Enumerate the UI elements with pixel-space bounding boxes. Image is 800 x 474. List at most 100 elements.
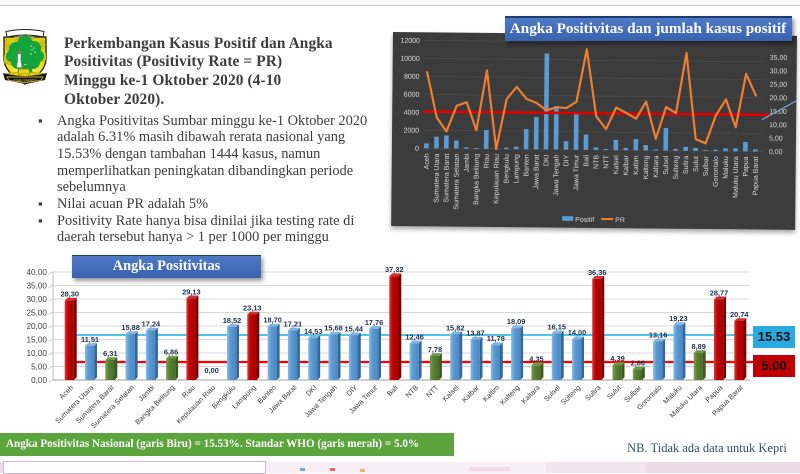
svg-text:Sumatera Barat: Sumatera Barat: [443, 153, 450, 202]
svg-text:Jawa Timur: Jawa Timur: [573, 154, 580, 191]
svg-text:Riau: Riau: [484, 153, 491, 168]
svg-text:12000: 12000: [400, 37, 420, 44]
svg-text:16,15: 16,15: [547, 322, 566, 331]
svg-text:5,00: 5,00: [769, 135, 783, 142]
svg-text:10,00: 10,00: [27, 349, 48, 358]
svg-text:28,77: 28,77: [710, 288, 729, 297]
svg-text:Positif: Positif: [575, 216, 594, 223]
svg-text:14,00: 14,00: [568, 328, 587, 337]
svg-text:19,23: 19,23: [669, 314, 688, 323]
svg-text:Aceh: Aceh: [424, 153, 431, 169]
svg-text:25,00: 25,00: [27, 308, 48, 317]
svg-text:29,13: 29,13: [182, 287, 201, 296]
svg-text:Papua Barat: Papua Barat: [753, 156, 760, 195]
svg-text:17,76: 17,76: [365, 318, 384, 327]
svg-text:Sumatera Selatan: Sumatera Selatan: [453, 153, 461, 209]
svg-text:0,00: 0,00: [769, 149, 783, 156]
svg-text:Jambi: Jambi: [464, 153, 471, 172]
svg-text:5,00: 5,00: [31, 362, 47, 371]
svg-text:25,00: 25,00: [769, 81, 787, 88]
svg-text:18,70: 18,70: [263, 316, 282, 325]
svg-text:30,00: 30,00: [27, 295, 48, 304]
svg-text:Sultra: Sultra: [583, 383, 603, 403]
svg-text:Jawa Tengah: Jawa Tengah: [553, 154, 560, 195]
svg-text:17,24: 17,24: [142, 320, 161, 329]
svg-text:2,86: 2,86: [631, 358, 645, 367]
svg-text:Kalteng: Kalteng: [643, 155, 650, 179]
svg-text:Kaltara: Kaltara: [519, 383, 541, 405]
svg-text:13,87: 13,87: [466, 329, 485, 338]
svg-text:NTT: NTT: [603, 154, 610, 168]
svg-text:Kaltara: Kaltara: [653, 155, 660, 177]
svg-text:Sultra: Sultra: [683, 155, 690, 173]
svg-text:7,78: 7,78: [428, 345, 442, 354]
svg-text:Sulut: Sulut: [605, 383, 623, 401]
svg-text:DIY: DIY: [344, 383, 359, 398]
svg-text:15,44: 15,44: [345, 324, 364, 333]
svg-text:12,46: 12,46: [405, 332, 424, 341]
svg-text:17,21: 17,21: [284, 320, 303, 329]
svg-text:13,16: 13,16: [649, 331, 668, 340]
svg-text:35,00: 35,00: [770, 54, 788, 61]
svg-text:20,74: 20,74: [730, 310, 749, 319]
svg-text:4,39: 4,39: [610, 354, 624, 363]
svg-text:10,00: 10,00: [769, 122, 787, 129]
svg-text:PR: PR: [615, 217, 625, 224]
svg-text:Kepulauan Riau: Kepulauan Riau: [493, 153, 500, 203]
svg-text:Sumatera Utara: Sumatera Utara: [433, 153, 440, 203]
svg-text:15,00: 15,00: [27, 335, 48, 344]
svg-text:DKI: DKI: [543, 154, 550, 166]
svg-text:Maluku: Maluku: [723, 156, 730, 179]
svg-text:NTT: NTT: [424, 383, 441, 400]
svg-text:14,53: 14,53: [304, 327, 323, 336]
svg-text:15,68: 15,68: [324, 324, 343, 333]
svg-text:Maluku Utara: Maluku Utara: [733, 156, 740, 198]
svg-text:Sulut: Sulut: [693, 155, 700, 171]
svg-text:0,00: 0,00: [205, 366, 219, 375]
svg-text:Bali: Bali: [583, 154, 590, 166]
svg-text:Banten: Banten: [523, 154, 530, 176]
svg-text:Gorontalo: Gorontalo: [713, 155, 720, 186]
svg-text:Kalteng: Kalteng: [498, 383, 522, 407]
svg-text:Riau: Riau: [180, 383, 197, 400]
svg-text:Kaltim: Kaltim: [633, 155, 640, 175]
svg-text:11,51: 11,51: [81, 335, 99, 344]
svg-text:0: 0: [415, 145, 419, 152]
svg-text:20,00: 20,00: [27, 322, 48, 331]
svg-text:8000: 8000: [404, 73, 420, 80]
svg-text:Bengkulu: Bengkulu: [503, 153, 510, 182]
svg-text:Lampung: Lampung: [513, 154, 520, 183]
svg-text:30,00: 30,00: [770, 68, 788, 75]
svg-text:2000: 2000: [403, 127, 419, 134]
svg-text:Kalsel: Kalsel: [440, 383, 460, 403]
svg-text:35,00: 35,00: [27, 281, 48, 290]
svg-text:Kalsel: Kalsel: [613, 154, 620, 174]
svg-text:6,86: 6,86: [164, 348, 178, 357]
svg-text:4000: 4000: [404, 109, 420, 116]
svg-text:Sulteng: Sulteng: [673, 155, 680, 179]
svg-text:18,52: 18,52: [223, 316, 242, 325]
svg-text:6000: 6000: [404, 91, 420, 98]
svg-text:Sulteng: Sulteng: [559, 383, 583, 407]
svg-text:8,89: 8,89: [692, 342, 706, 351]
svg-text:36,36: 36,36: [588, 268, 607, 277]
svg-text:37,32: 37,32: [385, 265, 404, 274]
svg-text:40,00: 40,00: [27, 268, 48, 277]
svg-text:10000: 10000: [400, 55, 420, 62]
svg-text:Bali: Bali: [385, 383, 400, 398]
svg-text:Kalbar: Kalbar: [623, 154, 630, 175]
svg-text:28,30: 28,30: [60, 290, 79, 299]
svg-text:Bangka Belitung: Bangka Belitung: [473, 153, 480, 204]
svg-text:Kalbar: Kalbar: [460, 383, 481, 404]
svg-text:11,78: 11,78: [487, 334, 505, 343]
svg-text:DIY: DIY: [563, 154, 570, 166]
svg-text:TUAH SAKATO: TUAH SAKATO: [14, 79, 37, 83]
svg-text:Papua: Papua: [743, 156, 750, 176]
svg-text:Sulsel: Sulsel: [663, 155, 670, 175]
svg-text:15,88: 15,88: [121, 323, 140, 332]
svg-text:23,13: 23,13: [243, 304, 262, 313]
svg-text:NTB: NTB: [593, 154, 600, 168]
svg-text:20,00: 20,00: [769, 95, 787, 102]
svg-text:18,09: 18,09: [507, 317, 526, 326]
svg-text:4,35: 4,35: [529, 354, 543, 363]
